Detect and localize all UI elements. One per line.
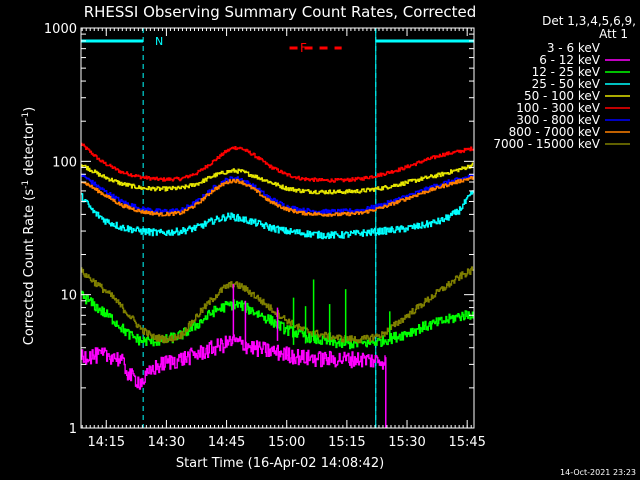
x-tick-label-5: 15:30 [388,435,425,450]
night-label: N [155,35,163,48]
flag-label: F [300,41,307,55]
y-tick-label-2: 100 [52,155,77,170]
legend-entry-label-2: 12 - 25 keV [532,65,601,79]
legend-entry-label-3: 25 - 50 keV [532,77,601,91]
x-tick-label-0: 14:15 [88,435,125,450]
x-axis-label: Start Time (16-Apr-02 14:08:42) [176,456,384,471]
legend-entry-label-4: 50 - 100 keV [524,89,601,103]
series-line-3 [81,176,474,217]
y-tick-label-0: 1 [69,422,77,437]
legend-entry-label-5: 100 - 300 keV [516,101,600,115]
y-axis-label-sup1: -1 [21,180,31,189]
series-line-7 [81,334,386,390]
legend-header-detectors: Det 1,3,4,5,6,9, [542,14,636,28]
axes [80,27,475,429]
legend-entry-label-1: 6 - 12 keV [539,53,601,67]
legend-entry-label-8: 7000 - 15000 keV [493,137,600,151]
x-tick-label-3: 15:00 [268,435,305,450]
series-line-4 [81,190,474,240]
x-tick-label-2: 14:45 [208,435,245,450]
y-axis-label-main: Corrected Count Rate (s [22,189,37,346]
chart-title: RHESSI Observing Summary Count Rates, Co… [84,3,477,21]
x-tick-label-1: 14:30 [148,435,185,450]
legend-entry-label-6: 300 - 800 keV [516,113,600,127]
plot-frame [80,27,475,429]
x-tick-label-6: 15:45 [448,435,485,450]
y-axis-label: Corrected Count Rate (s-1 detector-1) [21,107,37,345]
legend-entry-label-7: 800 - 7000 keV [509,125,601,139]
y-axis-label-mid: detector [22,120,37,180]
x-tick-label-4: 15:15 [328,435,365,450]
spike-group [220,279,391,428]
legend-header-attenuator: Att 1 [599,27,628,41]
series-line-1 [81,162,474,195]
y-ticks: 1 10 100 1000 [44,22,474,437]
y-axis-label-end: ) [22,107,37,112]
footer-timestamp: 14-Oct-2021 23:23 [560,468,636,477]
y-tick-label-1: 10 [60,289,77,304]
series-line-6 [81,266,474,344]
y-axis-label-sup2: -1 [21,112,31,121]
y-tick-label-3: 1000 [44,22,77,37]
legend-entry-label-0: 3 - 6 keV [547,41,601,55]
series-group [81,142,474,390]
series-line-0 [81,142,474,183]
